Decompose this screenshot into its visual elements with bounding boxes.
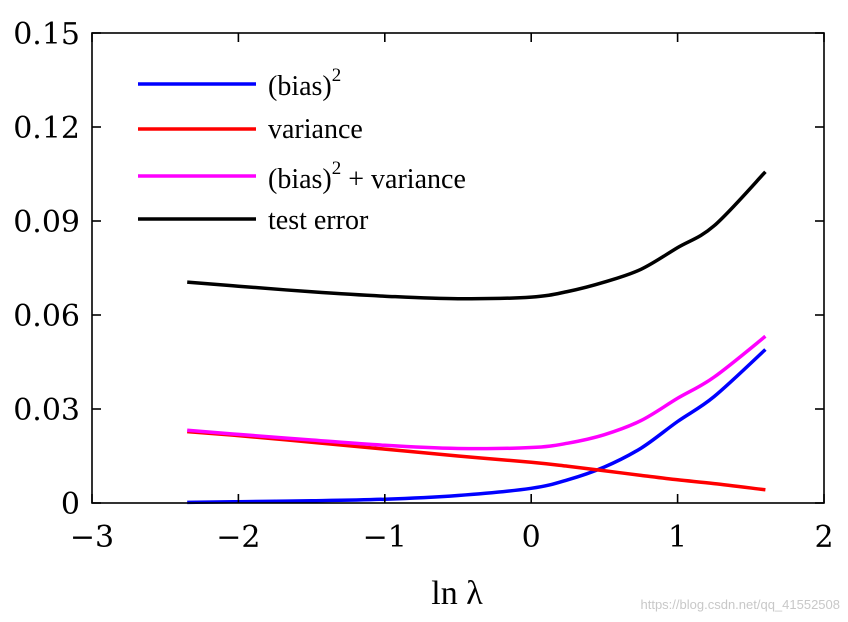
series-line-variance <box>187 429 766 492</box>
legend-label-bias: (bias)2 <box>268 65 341 102</box>
legend-label-bias-plus-variance: (bias)2 + variance <box>268 158 466 195</box>
y-tick-label: 0.06 <box>13 299 80 334</box>
x-tick-label: −3 <box>70 520 114 555</box>
y-tick-label: 0.12 <box>13 111 80 146</box>
series-line-bias-squared-plus-variance <box>187 334 767 451</box>
y-tick-label: 0.09 <box>13 205 80 240</box>
series-line-bias-squared <box>187 348 767 505</box>
y-tick-label: 0 <box>61 487 80 522</box>
x-tick-label: 0 <box>522 520 541 555</box>
legend-label-variance: variance <box>268 114 363 145</box>
legend: (bias)2 variance (bias)2 + variance test… <box>138 65 466 236</box>
axis-ticks: −3 −2 −1 0 1 2 0 0.03 0.06 0.09 0.12 0.15 <box>13 17 833 555</box>
y-tick-label: 0.03 <box>13 393 80 428</box>
plot-frame <box>91 32 825 504</box>
series-line-test-error <box>187 170 767 301</box>
x-axis-label: ln λ <box>431 575 483 612</box>
x-tick-label: −2 <box>216 520 260 555</box>
x-tick-label: 2 <box>814 520 833 555</box>
plot-lines <box>187 170 767 505</box>
y-tick-label: 0.15 <box>13 17 80 52</box>
x-tick-label: −1 <box>363 520 407 555</box>
watermark: https://blog.csdn.net/qq_41552508 <box>640 597 841 612</box>
legend-label-test-error: test error <box>268 205 369 236</box>
x-tick-label: 1 <box>668 520 687 555</box>
